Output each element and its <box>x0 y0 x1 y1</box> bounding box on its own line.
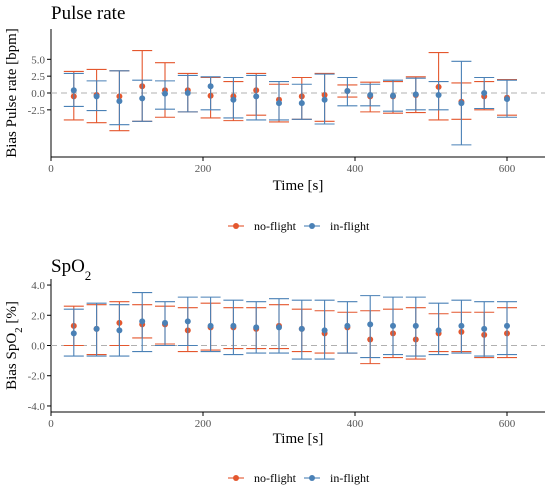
data-point <box>207 83 214 90</box>
data-point <box>412 322 419 329</box>
chart-title-text: SpO <box>51 256 85 277</box>
data-point <box>162 90 168 97</box>
data-point <box>390 322 396 329</box>
series-in-flight <box>63 60 517 146</box>
legend-label: no-flight <box>254 219 297 233</box>
x-tick-label: 400 <box>347 163 364 175</box>
chart-title: SpO2 <box>51 256 91 283</box>
x-tick-label: 0 <box>48 418 54 430</box>
legend-key-marker <box>233 223 239 229</box>
y-tick-label: -2.5 <box>28 105 46 117</box>
y-tick-label: -4.0 <box>28 401 46 413</box>
data-point <box>70 330 77 337</box>
data-point <box>70 87 77 94</box>
x-axis-title: Time [s] <box>273 178 324 194</box>
data-point <box>184 90 191 96</box>
data-point <box>207 322 214 329</box>
legend-key-marker <box>309 223 315 229</box>
data-point <box>139 318 146 325</box>
data-point <box>412 91 419 98</box>
data-point <box>458 322 465 329</box>
y-axis-title-suffix: [%] <box>4 301 20 327</box>
legend-label: in-flight <box>330 219 370 233</box>
data-point <box>435 327 442 334</box>
y-tick-label: 0.0 <box>31 341 45 353</box>
legend: no-flight in-flight <box>228 471 370 485</box>
y-tick-label: -2.0 <box>28 371 46 383</box>
x-tick-label: 0 <box>48 163 54 175</box>
data-point <box>367 321 374 328</box>
y-tick-label: 2.5 <box>31 71 45 83</box>
x-tick-label: 400 <box>347 418 364 430</box>
data-point <box>481 90 488 96</box>
chart-title-subscript: 2 <box>85 268 92 283</box>
chart-title-text: Pulse rate <box>51 3 125 24</box>
y-tick-label: 5.0 <box>31 54 45 66</box>
data-point <box>230 96 237 103</box>
x-tick-label: 200 <box>195 418 212 430</box>
x-tick-label: 600 <box>499 163 516 175</box>
data-point <box>93 325 100 332</box>
series-in-flight <box>63 292 517 360</box>
data-point <box>162 319 168 326</box>
y-axis-title-text: Bias SpO <box>4 333 20 390</box>
data-point <box>93 93 100 100</box>
data-point <box>321 96 328 103</box>
series-no-flight <box>63 301 517 365</box>
data-point <box>298 325 305 332</box>
y-tick-label: 2.0 <box>31 310 45 322</box>
legend-key-marker <box>233 475 239 481</box>
data-point <box>504 322 510 329</box>
y-axis-title: Bias Pulse rate [bpm] <box>4 28 20 158</box>
data-point <box>184 318 191 325</box>
y-axis-title: Bias SpO2 [%] <box>4 301 25 390</box>
y-axis-title-text: Bias Pulse rate [bpm] <box>4 28 20 158</box>
data-point <box>458 100 465 107</box>
data-point <box>298 100 305 107</box>
data-point <box>435 92 442 99</box>
series-no-flight <box>63 50 517 132</box>
chart-title: Pulse rate <box>51 3 125 24</box>
x-tick-label: 200 <box>195 163 212 175</box>
data-point <box>481 325 488 332</box>
data-point <box>390 92 396 99</box>
legend: no-flight in-flight <box>228 219 370 233</box>
data-point <box>253 93 260 100</box>
data-point <box>344 87 351 94</box>
data-point <box>139 95 146 102</box>
y-tick-label: 4.0 <box>31 280 45 292</box>
data-point <box>253 324 260 331</box>
x-tick-label: 600 <box>499 418 516 430</box>
data-point <box>276 100 282 107</box>
data-point <box>504 96 510 103</box>
data-point <box>230 322 237 329</box>
data-point <box>276 324 282 331</box>
data-point <box>116 327 123 334</box>
y-tick-label: 0.0 <box>31 88 45 100</box>
y-axis-title-subscript: 2 <box>13 327 25 333</box>
chart-panel-pulse: Pulse rate 0 200 400 600 5.0 2.5 0.0 -2.5 Time [s… <box>4 3 545 233</box>
x-axis-title: Time [s] <box>273 431 324 447</box>
data-point <box>321 327 328 334</box>
legend-label: in-flight <box>330 471 370 485</box>
data-point <box>367 92 374 99</box>
data-point <box>344 322 351 329</box>
legend-key-marker <box>309 475 315 481</box>
legend-label: no-flight <box>254 471 297 485</box>
data-point <box>116 98 123 105</box>
